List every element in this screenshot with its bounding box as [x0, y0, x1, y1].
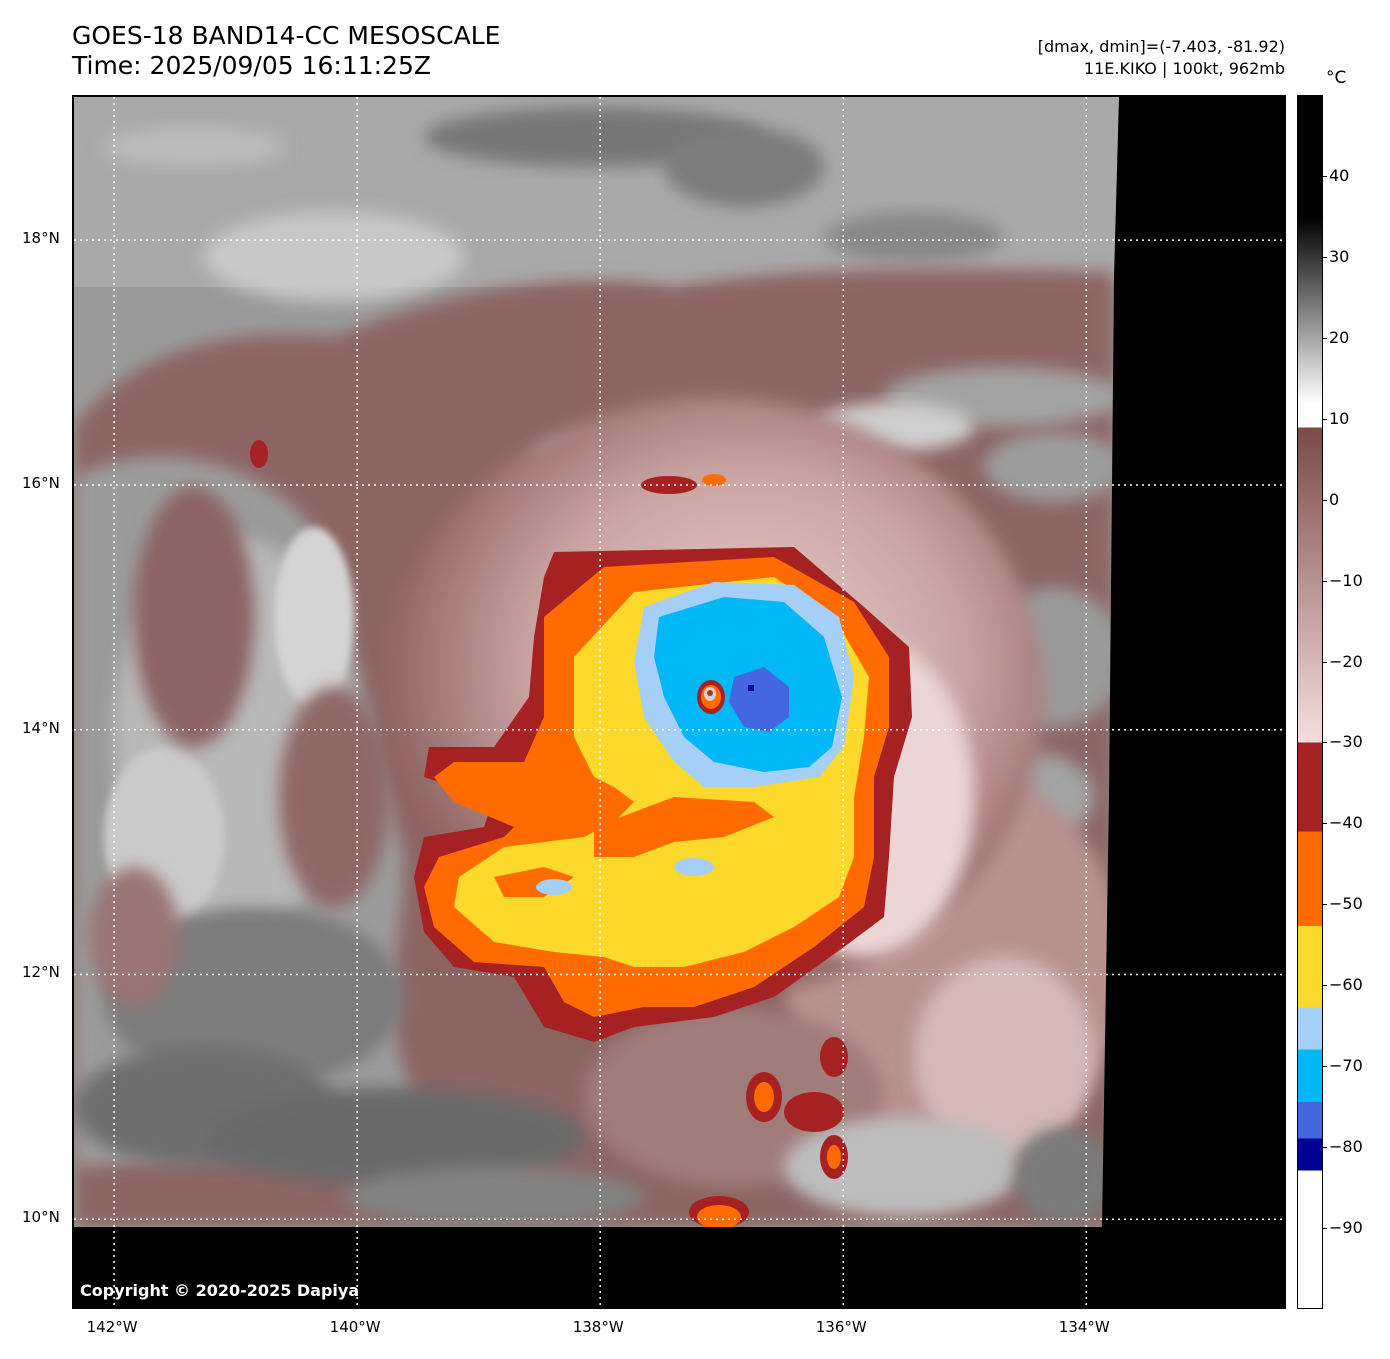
lon-label-134w: 134°W	[1058, 1318, 1110, 1336]
colorbar-unit: °C	[1326, 68, 1347, 88]
lon-label-142w: 142°W	[86, 1318, 138, 1336]
colorbar-tick-mark	[1323, 742, 1327, 744]
colorbar-tick-mark	[1323, 1228, 1327, 1230]
colorbar-tick-label: −30	[1329, 732, 1363, 752]
lon-label-140w: 140°W	[329, 1318, 381, 1336]
colorbar-tick-label: −70	[1329, 1056, 1363, 1076]
colorbar-tick-mark	[1323, 337, 1327, 339]
lat-label-18n: 18°N	[22, 229, 60, 248]
colorbar-tick-mark	[1323, 904, 1327, 906]
data-range-text: [dmax, dmin]=(-7.403, -81.92)	[1037, 37, 1285, 56]
colorbar-tick-mark	[1323, 418, 1327, 420]
colorbar-tick-label: −60	[1329, 975, 1363, 995]
colorbar-tick-label: 0	[1329, 489, 1340, 509]
colorbar-tick-mark	[1323, 661, 1327, 663]
lon-label-138w: 138°W	[572, 1318, 624, 1336]
no-data-region	[74, 97, 1284, 1307]
colorbar-tick-label: −50	[1329, 894, 1363, 914]
temperature-colorbar	[1297, 95, 1323, 1309]
colorbar-tick-mark	[1323, 985, 1327, 987]
colorbar-tick-mark	[1323, 499, 1327, 501]
colorbar-tick-mark	[1323, 1066, 1327, 1068]
colorbar-tick-label: 10	[1329, 408, 1350, 428]
colorbar-tick-label: 40	[1329, 165, 1350, 185]
lat-label-12n: 12°N	[22, 963, 60, 982]
colorbar-tick-label: 20	[1329, 327, 1350, 347]
colorbar-tick-label: −90	[1329, 1218, 1363, 1238]
lat-label-10n: 10°N	[22, 1208, 60, 1227]
lat-label-14n: 14°N	[22, 718, 60, 737]
colorbar-tick-label: −20	[1329, 651, 1363, 671]
map-title: GOES-18 BAND14-CC MESOSCALE	[72, 21, 501, 50]
storm-cloud-tops	[250, 440, 912, 1229]
satellite-image	[74, 97, 1284, 1307]
observation-time: Time: 2025/09/05 16:11:25Z	[72, 51, 431, 80]
colorbar-tick-mark	[1323, 256, 1327, 258]
colorbar-tick-mark	[1323, 175, 1327, 177]
colorbar-tick-mark	[1323, 580, 1327, 582]
satellite-map[interactable]: Copyright © 2020-2025 Dapiya	[72, 95, 1286, 1309]
colorbar-tick-label: −80	[1329, 1137, 1363, 1157]
colorbar-tick-label: −10	[1329, 570, 1363, 590]
colorbar-tick-label: −40	[1329, 813, 1363, 833]
lat-lon-grid	[74, 97, 1284, 1307]
storm-info-text: 11E.KIKO | 100kt, 962mb	[1083, 59, 1285, 78]
colorbar-tick-mark	[1323, 1147, 1327, 1149]
lat-label-16n: 16°N	[22, 473, 60, 492]
colorbar-tick-label: 30	[1329, 246, 1350, 266]
lon-label-136w: 136°W	[815, 1318, 867, 1336]
copyright-text: Copyright © 2020-2025 Dapiya	[80, 1281, 360, 1300]
colorbar-tick-mark	[1323, 823, 1327, 825]
